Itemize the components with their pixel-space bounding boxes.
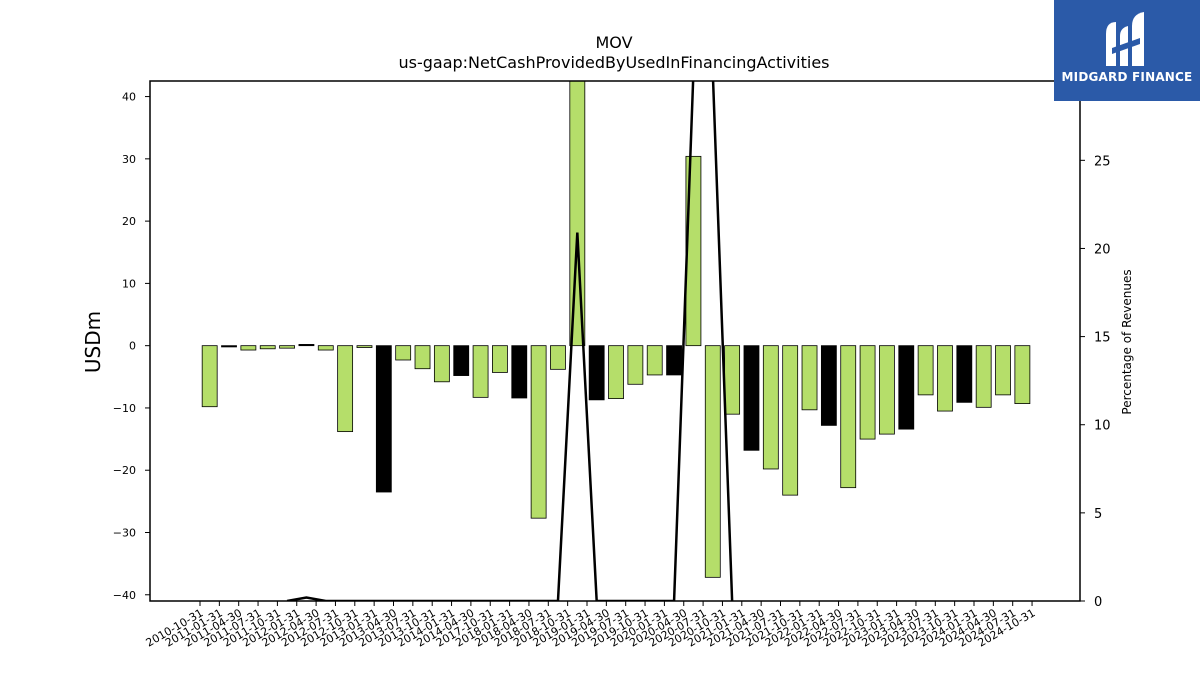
- bar: [743, 345, 760, 451]
- bar: [395, 345, 412, 361]
- bar: [840, 345, 857, 489]
- chart-title: MOV: [595, 33, 632, 52]
- bar: [956, 345, 973, 403]
- bar: [279, 345, 295, 349]
- bar: [317, 345, 334, 351]
- plot-frame: [149, 80, 1081, 602]
- bar: [646, 345, 663, 376]
- bar: [550, 345, 566, 370]
- bar: [879, 345, 895, 435]
- brand-logo: MIDGARD FINANCE: [1054, 0, 1200, 101]
- y-tick-label: 10: [122, 277, 136, 290]
- bar: [724, 345, 741, 415]
- bar: [337, 345, 354, 433]
- plot-area: −40−30−20−1001020304005101520252010-10-3…: [113, 80, 1111, 650]
- y2-tick-label: 25: [1094, 154, 1111, 169]
- bar: [356, 345, 373, 348]
- bar: [859, 345, 876, 440]
- bar: [375, 345, 392, 493]
- bar: [530, 345, 547, 519]
- bar: [782, 345, 799, 496]
- bar: [569, 81, 586, 347]
- y2-tick-label: 10: [1094, 419, 1111, 434]
- bar: [201, 345, 218, 408]
- bar: [414, 345, 431, 370]
- y-tick-label: 20: [122, 215, 136, 228]
- bar: [975, 345, 992, 408]
- y-tick-label: −20: [113, 464, 136, 477]
- y-tick-label: 40: [122, 91, 136, 104]
- logo-mark-icon: [1106, 12, 1144, 66]
- bar: [472, 345, 489, 398]
- y2-tick-label: 20: [1094, 242, 1111, 257]
- bar: [511, 345, 528, 399]
- bar: [492, 345, 508, 373]
- bar: [917, 345, 934, 396]
- bar: [627, 345, 644, 385]
- bar: [240, 345, 257, 351]
- percentage-line: [286, 81, 734, 601]
- bar: [762, 345, 779, 470]
- bars: [201, 81, 1031, 578]
- bar: [588, 345, 605, 401]
- y-tick-label: 0: [129, 340, 136, 353]
- bar: [704, 345, 721, 578]
- line-group: [286, 81, 734, 601]
- y-tick-label: −10: [113, 402, 136, 415]
- bar: [801, 345, 818, 411]
- y-tick-label: −40: [113, 589, 136, 602]
- bar: [453, 345, 470, 376]
- bar: [608, 345, 624, 400]
- bar: [995, 345, 1011, 396]
- bar: [259, 345, 276, 350]
- bar: [898, 345, 915, 430]
- bar: [433, 345, 450, 383]
- chart-subtitle: us-gaap:NetCashProvidedByUsedInFinancing…: [398, 53, 829, 72]
- bar: [937, 345, 953, 412]
- bar: [666, 345, 682, 376]
- bar: [221, 345, 237, 348]
- y2-tick-label: 15: [1094, 331, 1111, 346]
- y-axis-label: USDm: [81, 311, 105, 373]
- brand-name: MIDGARD FINANCE: [1061, 70, 1193, 84]
- y-tick-label: −30: [113, 526, 136, 539]
- bar: [298, 344, 315, 347]
- bar: [820, 345, 837, 426]
- y2-tick-label: 5: [1094, 507, 1102, 522]
- y2-tick-label: 0: [1094, 595, 1102, 610]
- y-tick-label: 30: [122, 153, 136, 166]
- bar: [1014, 345, 1031, 404]
- y2-axis-label: Percentage of Revenues: [1120, 269, 1134, 414]
